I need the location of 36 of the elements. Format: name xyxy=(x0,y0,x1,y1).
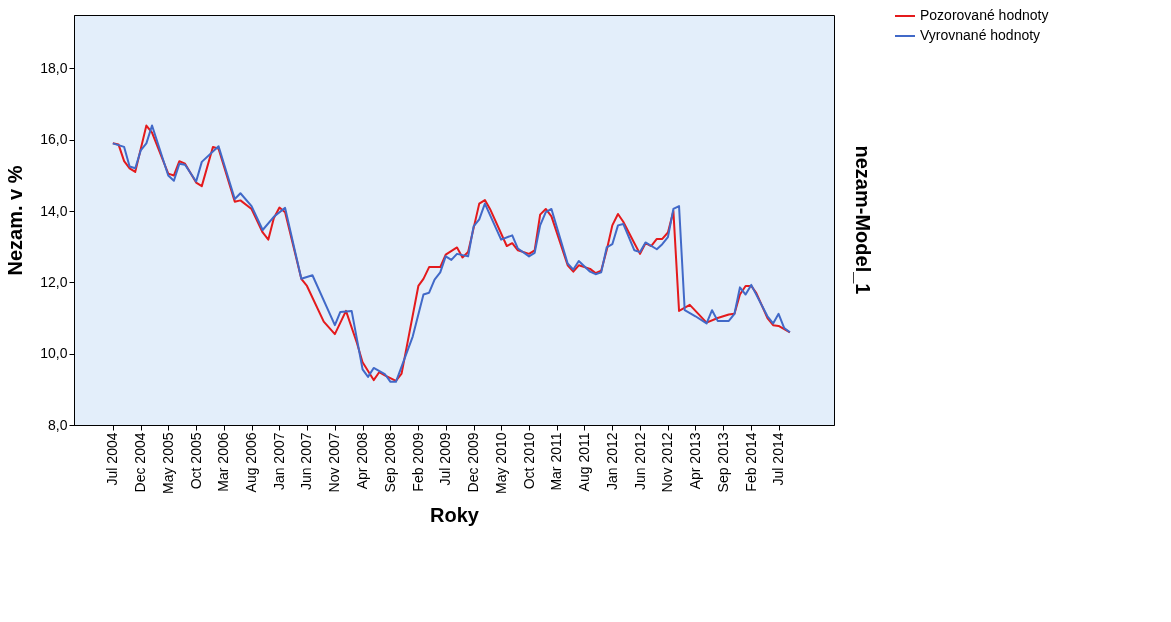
x-tick-label: Jul 2009 xyxy=(437,432,454,486)
x-tick-label: Jan 2012 xyxy=(603,432,620,491)
x-tick-label: Sep 2008 xyxy=(381,432,398,493)
x-tick-label: Oct 2005 xyxy=(187,432,204,490)
legend-label: Vyrovnané hodnoty xyxy=(920,27,1041,43)
x-axis-title: Roky xyxy=(430,503,480,526)
x-tick-label: Dec 2009 xyxy=(465,432,482,493)
x-tick-label: Feb 2014 xyxy=(742,432,759,492)
x-tick-label: Nov 2007 xyxy=(326,432,343,493)
x-tick-label: Apr 2008 xyxy=(354,432,371,490)
y-tick-label: 8,0 xyxy=(48,416,68,433)
y-axis-title: Nezam. v % xyxy=(4,165,27,276)
x-tick-label: Dec 2004 xyxy=(132,432,149,493)
x-tick-label: Aug 2006 xyxy=(243,432,260,493)
x-tick-label: Mar 2006 xyxy=(215,432,232,492)
x-tick-label: Jan 2007 xyxy=(270,432,287,491)
y-tick-label: 18,0 xyxy=(40,59,68,76)
y-tick-label: 16,0 xyxy=(40,131,68,148)
legend-label: Pozorované hodnoty xyxy=(920,7,1049,23)
x-tick-label: Apr 2013 xyxy=(686,432,703,490)
x-tick-label: Nov 2012 xyxy=(659,432,676,493)
x-tick-label: Jul 2014 xyxy=(770,432,787,486)
y-tick-label: 12,0 xyxy=(40,273,68,290)
y-tick-label: 10,0 xyxy=(40,345,68,362)
x-tick-label: Aug 2011 xyxy=(575,432,592,492)
x-tick-label: Mar 2011 xyxy=(548,432,565,491)
x-tick-label: Oct 2010 xyxy=(520,432,537,490)
x-tick-label: May 2005 xyxy=(159,432,176,494)
x-tick-label: Jun 2007 xyxy=(298,432,315,491)
x-tick-label: Jun 2012 xyxy=(631,432,648,491)
y-tick-label: 14,0 xyxy=(40,202,68,219)
x-tick-label: May 2010 xyxy=(492,432,509,494)
x-tick-label: Feb 2009 xyxy=(409,432,426,492)
x-tick-label: Sep 2013 xyxy=(714,432,731,493)
x-tick-label: Jul 2004 xyxy=(104,432,121,486)
y2-axis-title: nezam-Model_1 xyxy=(852,145,874,295)
